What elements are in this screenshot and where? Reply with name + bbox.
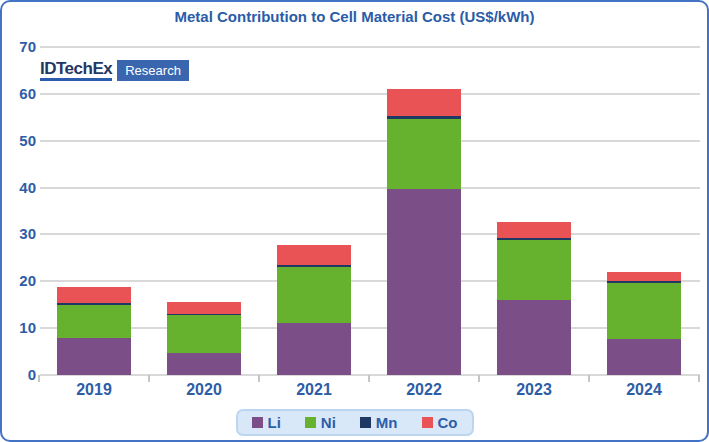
bar-segment-co-2019: [57, 287, 131, 302]
bar-segment-mn-2020: [167, 314, 241, 316]
gridline-10: [40, 327, 700, 329]
li-swatch-icon: [251, 417, 262, 428]
bar-segment-co-2022: [387, 89, 461, 116]
y-tick-label-0: 0: [4, 366, 36, 384]
bar-segment-li-2020: [167, 353, 241, 375]
x-tick-label-2019: 2019: [50, 381, 138, 399]
bar-segment-mn-2019: [57, 303, 131, 305]
bar-segment-li-2021: [277, 323, 351, 375]
legend-label-li: Li: [267, 414, 280, 431]
x-tick-label-2024: 2024: [600, 381, 688, 399]
gridline-40: [40, 187, 700, 189]
x-axis-tick: [258, 375, 260, 382]
x-tick-label-2020: 2020: [160, 381, 248, 399]
bar-segment-ni-2024: [607, 283, 681, 339]
bar-segment-ni-2023: [497, 240, 571, 300]
y-tick-label-10: 10: [4, 319, 36, 337]
legend-item-mn: Mn: [360, 414, 398, 431]
chart-frame: Metal Contribution to Cell Material Cost…: [0, 0, 709, 442]
bar-segment-co-2023: [497, 222, 571, 238]
mn-swatch-icon: [360, 417, 371, 428]
bar-segment-ni-2020: [167, 315, 241, 352]
x-axis-tick: [698, 375, 700, 382]
x-axis-tick: [368, 375, 370, 382]
bar-segment-co-2024: [607, 272, 681, 281]
co-swatch-icon: [422, 417, 433, 428]
gridline-30: [40, 233, 700, 235]
bar-segment-mn-2021: [277, 265, 351, 267]
y-tick-label-60: 60: [4, 85, 36, 103]
y-tick-label-20: 20: [4, 272, 36, 290]
gridline-60: [40, 93, 700, 95]
gridline-70: [40, 46, 700, 48]
y-tick-label-50: 50: [4, 132, 36, 150]
ni-swatch-icon: [305, 417, 316, 428]
bar-segment-mn-2022: [387, 116, 461, 118]
bar-segment-ni-2021: [277, 267, 351, 322]
x-tick-label-2021: 2021: [270, 381, 358, 399]
x-tick-label-2023: 2023: [490, 381, 578, 399]
x-axis-tick: [478, 375, 480, 382]
bar-segment-mn-2024: [607, 281, 681, 282]
gridline-50: [40, 140, 700, 142]
legend-label-ni: Ni: [321, 414, 336, 431]
y-tick-label-40: 40: [4, 179, 36, 197]
x-axis-tick: [148, 375, 150, 382]
legend-label-co: Co: [438, 414, 458, 431]
bar-segment-ni-2022: [387, 119, 461, 189]
legend-item-ni: Ni: [305, 414, 336, 431]
bar-segment-ni-2019: [57, 305, 131, 338]
bar-segment-li-2022: [387, 189, 461, 375]
gridline-0: [40, 374, 700, 376]
bar-segment-li-2023: [497, 300, 571, 375]
x-axis-tick: [588, 375, 590, 382]
bar-segment-mn-2023: [497, 238, 571, 240]
x-axis-tick: [38, 375, 40, 382]
legend-item-li: Li: [251, 414, 280, 431]
plot-area: 010203040506070201920202021202220232024: [40, 47, 700, 375]
legend-label-mn: Mn: [376, 414, 398, 431]
legend: Li Ni Mn Co: [235, 409, 473, 436]
chart-title: Metal Contribution to Cell Material Cost…: [2, 8, 707, 25]
y-tick-label-30: 30: [4, 225, 36, 243]
legend-item-co: Co: [422, 414, 458, 431]
gridline-20: [40, 280, 700, 282]
bar-segment-co-2021: [277, 245, 351, 266]
bar-segment-co-2020: [167, 302, 241, 314]
x-tick-label-2022: 2022: [380, 381, 468, 399]
y-tick-label-70: 70: [4, 38, 36, 56]
bar-segment-li-2024: [607, 339, 681, 375]
bar-segment-li-2019: [57, 338, 131, 375]
